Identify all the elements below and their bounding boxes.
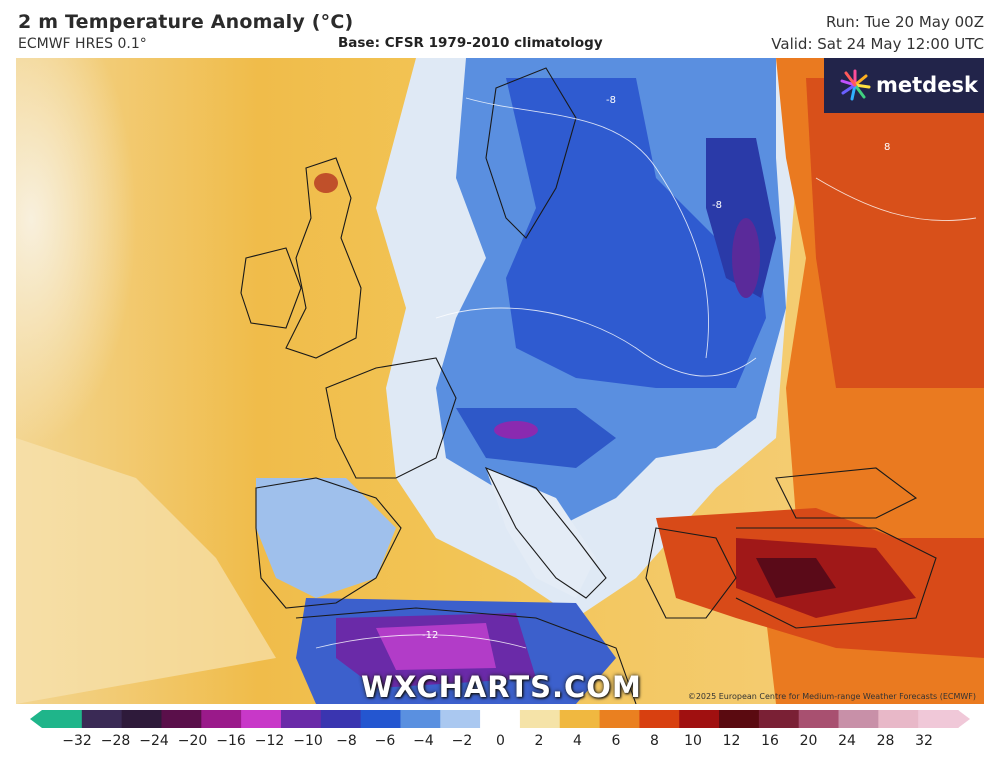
contour-line <box>465 97 709 359</box>
alps-cold <box>456 408 616 468</box>
anomaly-map[interactable]: -8 -8 8 -12 metdesk WXCHARTS.COM ©2025 E… <box>16 58 984 704</box>
iberia-cool <box>256 478 396 598</box>
scale-segment <box>679 710 720 728</box>
scale-tick-label: 0 <box>496 733 505 749</box>
scale-tick-label: 10 <box>684 733 702 749</box>
scale-segment <box>599 710 640 728</box>
scale-tick-label: −8 <box>336 733 357 749</box>
sunburst-icon <box>840 69 871 101</box>
turkey-coast <box>735 527 937 629</box>
scale-segment <box>559 710 601 728</box>
copyright-notice: ©2025 European Centre for Medium-range W… <box>687 692 976 701</box>
scale-tick-label: −6 <box>374 733 396 749</box>
scale-tick-label: 20 <box>799 733 818 749</box>
italy-coast <box>484 466 607 599</box>
contour-line <box>435 307 757 377</box>
strong-cold-region <box>506 78 766 388</box>
scale-segment <box>758 710 800 728</box>
scale-arrow-low <box>30 710 42 728</box>
run-time: Run: Tue 20 May 00Z <box>826 13 984 31</box>
eastern-hot-region <box>806 78 984 388</box>
scale-segment <box>241 710 282 728</box>
color-scale-ticks: −32 −28 −24 −20 −16 −12 −10 −8 −6 −4 −2 0 2 4 6 8 10 12 16… <box>0 733 1000 753</box>
scotland-warm-spot <box>314 173 338 193</box>
contour-label: -8 <box>606 95 616 106</box>
scale-segment <box>42 710 83 728</box>
wxcharts-watermark: WXCHARTS.COM <box>361 670 642 704</box>
model-name: ECMWF HRES 0.1° <box>18 36 147 52</box>
map-canvas: -8 -8 8 -12 <box>16 58 984 704</box>
scale-arrow-high <box>958 710 970 728</box>
very-cold-core <box>732 218 760 298</box>
scale-segment <box>81 710 123 728</box>
great-britain-coast <box>285 157 362 359</box>
scale-tick-label: −16 <box>216 733 246 749</box>
italy-pale <box>486 468 596 598</box>
scale-tick-label: 32 <box>915 733 933 749</box>
scale-segment <box>280 710 322 728</box>
contour-label: -8 <box>712 200 722 211</box>
scale-tick-label: 28 <box>876 733 895 749</box>
metdesk-logo: metdesk <box>824 58 984 113</box>
chart-header: 2 m Temperature Anomaly (°C) ECMWF HRES … <box>0 0 1000 56</box>
scale-segment <box>838 710 879 728</box>
turkey-extreme-hot <box>756 558 836 598</box>
scale-tick-label: −10 <box>293 733 323 749</box>
scale-tick-label: −2 <box>451 733 473 749</box>
scale-segment <box>440 710 481 728</box>
contour-label: -12 <box>422 630 438 641</box>
greece-coast <box>645 527 737 619</box>
scale-segment <box>519 710 561 728</box>
climatology-base: Base: CFSR 1979-2010 climatology <box>338 35 603 51</box>
chart-title: 2 m Temperature Anomaly (°C) <box>18 11 354 33</box>
iberia-coast <box>255 477 402 609</box>
scale-segment <box>719 710 760 728</box>
scale-segment <box>878 710 919 728</box>
black-sea-coast <box>775 467 918 519</box>
scale-segment <box>320 710 362 728</box>
scale-tick-label: 6 <box>611 733 621 749</box>
color-scale-bar <box>30 710 970 728</box>
scale-segment <box>480 710 521 728</box>
scale-tick-label: 24 <box>838 733 856 749</box>
scale-segment <box>121 710 163 728</box>
scale-segment <box>161 710 202 728</box>
contour-line <box>815 177 977 221</box>
scale-tick-label: −24 <box>139 733 169 749</box>
atlantic-south-pale <box>16 438 276 704</box>
contour-label: 8 <box>884 142 890 153</box>
scale-segment <box>201 710 242 728</box>
scale-tick-label: −32 <box>62 733 92 749</box>
north-africa-extreme-cold <box>376 623 496 670</box>
scale-segment <box>639 710 680 728</box>
scale-tick-label: 2 <box>534 733 544 749</box>
contour-line <box>315 634 527 649</box>
scale-tick-label: −4 <box>413 733 434 749</box>
scale-tick-label: −28 <box>100 733 131 749</box>
scale-tick-label: 4 <box>573 733 582 749</box>
scale-tick-label: 16 <box>761 733 779 749</box>
scale-segment <box>918 710 959 728</box>
coastlines <box>240 67 937 704</box>
scale-tick-label: 12 <box>722 733 741 749</box>
france-coast <box>325 357 457 479</box>
scale-tick-label: −20 <box>177 733 208 749</box>
scale-segment <box>400 710 441 728</box>
scale-segment <box>360 710 402 728</box>
ireland-coast <box>240 247 302 329</box>
anomaly-contours <box>315 97 977 649</box>
scale-tick-label: −12 <box>254 733 285 749</box>
alps-extreme-cold <box>494 421 538 439</box>
scale-segment <box>798 710 840 728</box>
scandinavia-coast <box>485 67 577 239</box>
north-africa-coast <box>295 607 637 704</box>
brand-name: metdesk <box>876 73 978 97</box>
scale-tick-label: 8 <box>650 733 659 749</box>
valid-time: Valid: Sat 24 May 12:00 UTC <box>771 35 984 53</box>
